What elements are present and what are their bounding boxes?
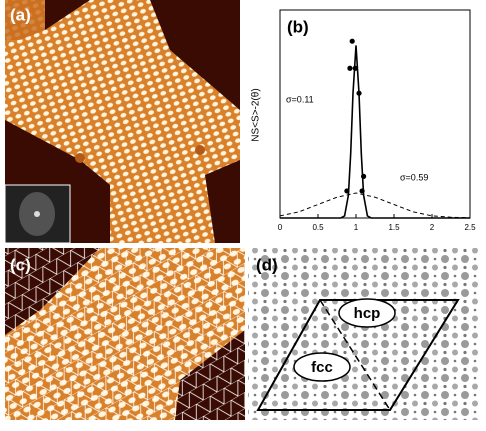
data-point: [344, 188, 350, 194]
panel-label: (c): [10, 255, 31, 274]
panel-label: (b): [287, 17, 309, 36]
x-tick-label: 1.5: [388, 223, 400, 232]
chart: NS<S>-2(θ) 0 0.5 1 1.5 2 2.5 σ=0.11 σ=0.59: [251, 9, 476, 232]
x-tick-label: 1: [354, 223, 359, 232]
data-point: [349, 38, 355, 44]
data-point: [356, 90, 362, 96]
stm-image-a: [5, 0, 240, 243]
panel-label: (d): [256, 255, 278, 274]
y-axis-label: NS<S>-2(θ): [251, 88, 262, 141]
annotation: σ=0.11: [286, 94, 314, 104]
site-label: fcc: [311, 359, 333, 376]
data-point: [361, 173, 367, 179]
x-tick-label: 2.5: [464, 223, 476, 232]
curve: [279, 192, 471, 219]
x-tick-label: 2: [430, 223, 435, 232]
panel-label: (a): [10, 5, 31, 24]
unit-cell: [256, 299, 460, 411]
site-label: hcp: [354, 305, 381, 322]
stm-image-c: [5, 248, 245, 420]
x-tick-label: 0: [278, 223, 283, 232]
x-tick-label: 0.5: [312, 223, 324, 232]
data-point: [352, 65, 358, 71]
data-point: [359, 188, 365, 194]
curve: [280, 45, 470, 219]
plot-frame: [279, 9, 471, 219]
atom-diagram: hcp fcc: [248, 248, 478, 420]
annotation: σ=0.59: [400, 172, 428, 182]
data-point: [347, 65, 353, 71]
